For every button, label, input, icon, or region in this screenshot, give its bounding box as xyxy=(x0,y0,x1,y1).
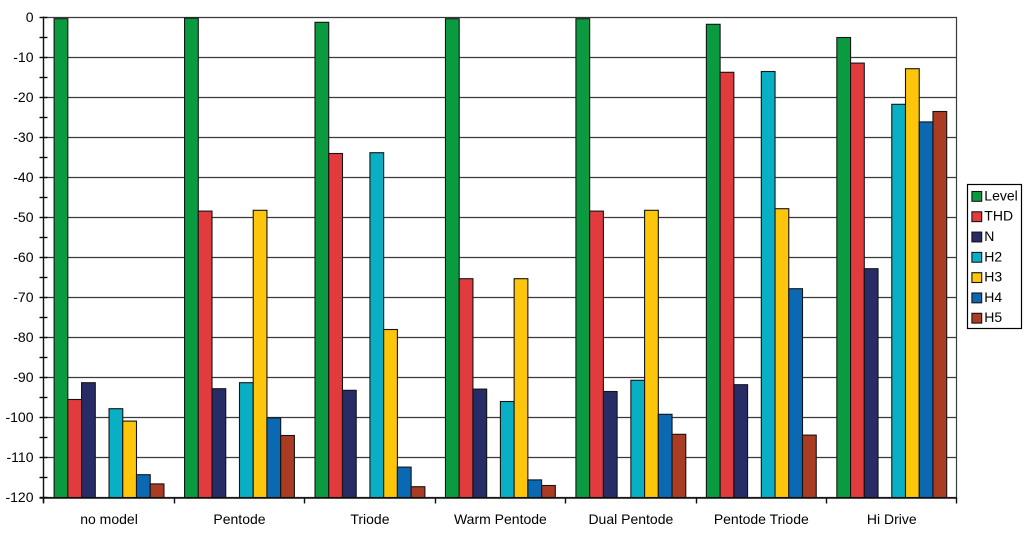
svg-text:Triode: Triode xyxy=(350,511,389,527)
svg-text:H5: H5 xyxy=(984,309,1002,325)
svg-text:0: 0 xyxy=(26,9,34,25)
svg-text:THD: THD xyxy=(984,208,1013,224)
svg-text:-90: -90 xyxy=(13,369,33,385)
svg-text:-30: -30 xyxy=(13,129,33,145)
svg-text:-40: -40 xyxy=(13,169,33,185)
svg-text:-110: -110 xyxy=(7,449,34,465)
svg-text:Warm Pentode: Warm Pentode xyxy=(454,511,547,527)
svg-text:Dual Pentode: Dual Pentode xyxy=(588,511,673,527)
svg-text:Pentode: Pentode xyxy=(213,511,265,527)
svg-text:H3: H3 xyxy=(984,269,1002,285)
svg-text:H4: H4 xyxy=(984,289,1002,305)
svg-text:N: N xyxy=(984,228,994,244)
svg-text:Hi Drive: Hi Drive xyxy=(867,511,917,527)
svg-text:-80: -80 xyxy=(13,329,33,345)
svg-text:H2: H2 xyxy=(984,248,1002,264)
svg-text:-100: -100 xyxy=(5,409,33,425)
svg-text:-50: -50 xyxy=(13,209,33,225)
svg-text:no model: no model xyxy=(80,511,138,527)
svg-text:-10: -10 xyxy=(13,49,33,65)
svg-text:-120: -120 xyxy=(5,489,33,505)
svg-text:-20: -20 xyxy=(13,89,33,105)
svg-text:-70: -70 xyxy=(13,289,33,305)
svg-text:Level: Level xyxy=(984,187,1017,203)
svg-text:-60: -60 xyxy=(13,249,33,265)
svg-text:Pentode Triode: Pentode Triode xyxy=(714,511,809,527)
